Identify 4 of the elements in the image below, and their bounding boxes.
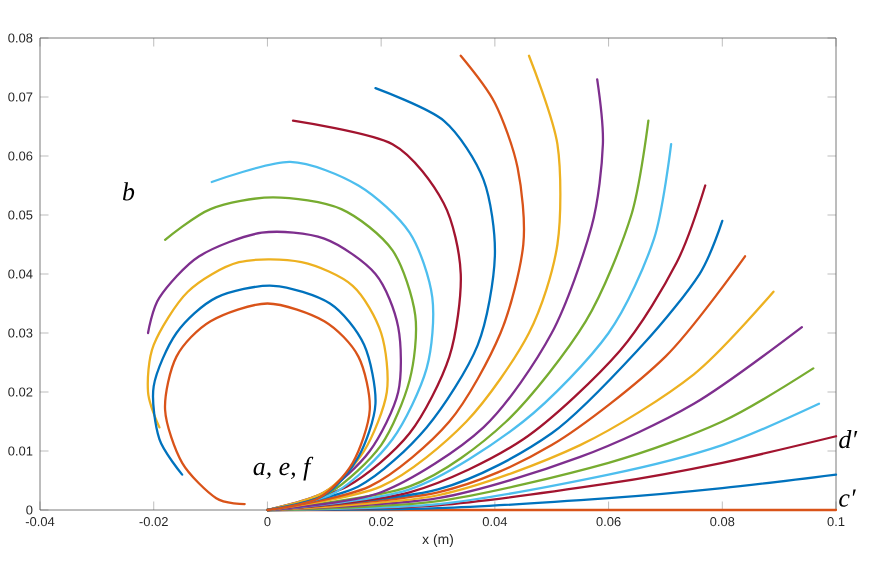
text: c′ (839, 489, 856, 507)
annotation: b (122, 182, 135, 201)
annotation: a, e, f (253, 456, 314, 481)
text: d′ (839, 430, 858, 449)
